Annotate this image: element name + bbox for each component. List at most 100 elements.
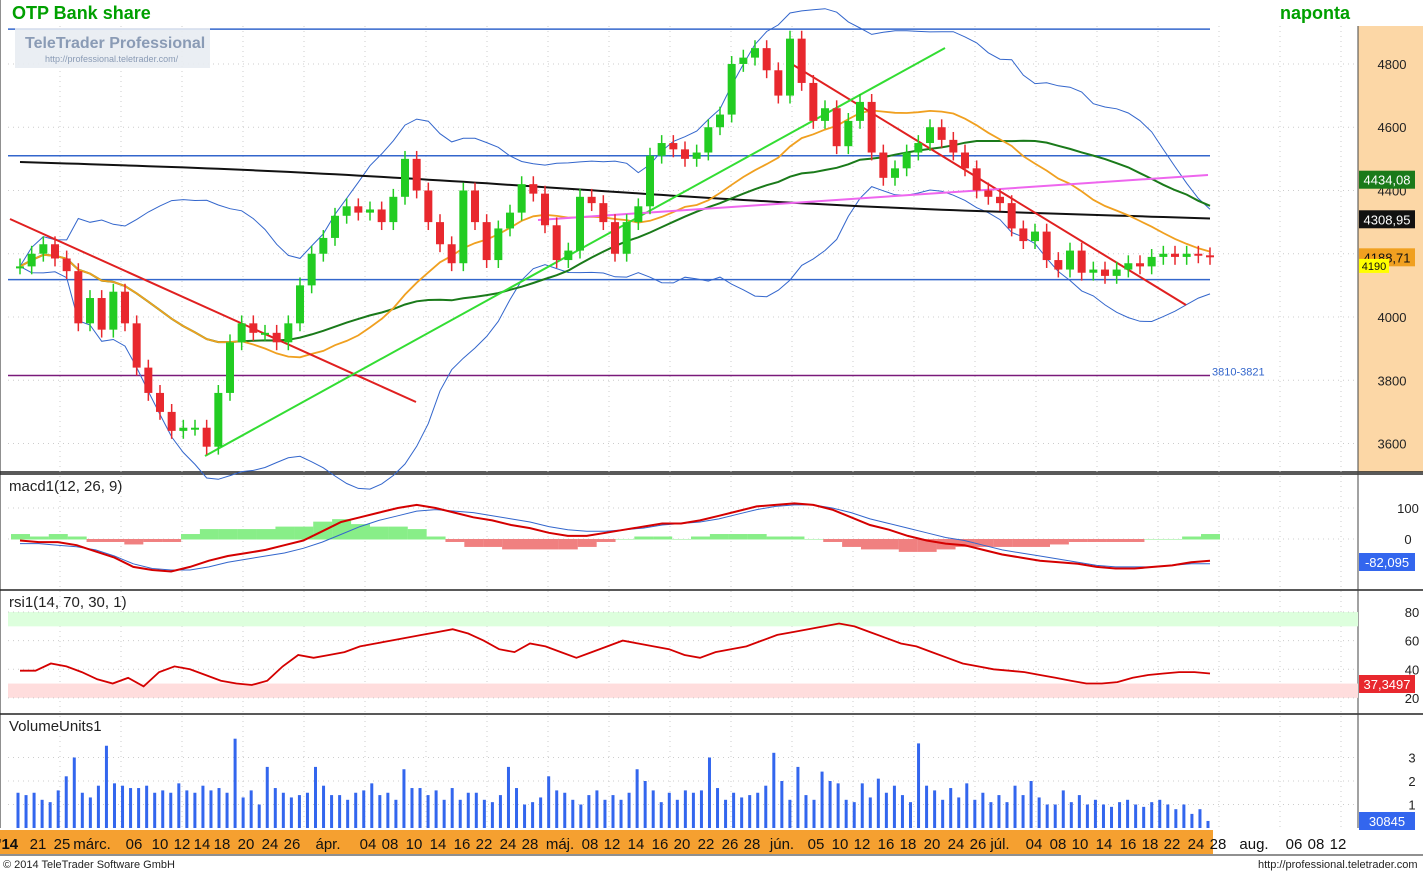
footer-url: http://professional.teletrader.com	[1258, 859, 1418, 871]
volume-bar	[772, 752, 776, 828]
date-tick-label: 28	[744, 836, 761, 853]
volume-value-bg	[1359, 812, 1415, 830]
volume-bar	[64, 776, 68, 828]
volume-bar	[724, 799, 728, 828]
candle	[599, 203, 608, 223]
macd-histogram-bar	[653, 536, 673, 540]
macd-histogram-bar	[1068, 539, 1088, 542]
macd-histogram-bar	[1125, 539, 1145, 542]
date-tick-label: 18	[214, 836, 231, 853]
date-tick-label: 12	[1330, 836, 1347, 853]
volume-bar	[265, 766, 269, 828]
volume-bar	[297, 795, 301, 828]
macd-histogram-bar	[67, 536, 87, 540]
macd-histogram-bar	[634, 536, 654, 540]
macd-histogram-bar	[1182, 536, 1202, 540]
date-tick-label: 24	[1188, 836, 1205, 853]
date-tick-label: 18	[900, 836, 917, 853]
macd-histogram-bar	[502, 539, 522, 550]
macd-histogram-bar	[388, 526, 408, 540]
rsi-zone	[8, 612, 1358, 627]
volume-bar	[1037, 797, 1041, 828]
volume-bar	[764, 785, 768, 828]
volume-bar	[1005, 802, 1009, 828]
candle	[1019, 228, 1028, 242]
volume-bar	[217, 788, 221, 828]
date-tick-label: 18	[1142, 836, 1159, 853]
volume-bar	[675, 799, 679, 828]
candle	[447, 244, 456, 264]
volume-bar	[732, 792, 736, 828]
candle	[1171, 253, 1179, 257]
date-tick-label: 26	[284, 836, 301, 853]
volume-bar	[490, 802, 494, 828]
price-tick-label: 4000	[1378, 310, 1407, 325]
macd-histogram-bar	[237, 529, 257, 540]
candle	[202, 427, 211, 447]
macd-histogram-bar	[1087, 539, 1107, 542]
volume-bar	[177, 783, 181, 828]
date-tick-label: 05	[808, 836, 825, 853]
volume-bar	[426, 795, 430, 828]
volume-bar	[410, 788, 414, 828]
candle	[412, 158, 421, 191]
volume-bar	[1045, 804, 1049, 828]
macd-histogram-bar	[369, 526, 389, 540]
date-tick-label: 10	[1072, 836, 1089, 853]
macd-histogram-bar	[974, 539, 994, 547]
macd-histogram-bar	[955, 539, 975, 547]
date-tick-label: 08	[382, 836, 399, 853]
volume-bar	[563, 792, 567, 828]
volume-bar	[80, 792, 84, 828]
candle	[62, 258, 71, 272]
volume-bar	[1150, 802, 1154, 828]
volume-bar	[354, 792, 358, 828]
volume-bar	[161, 790, 165, 828]
candle	[844, 120, 853, 147]
candle	[1124, 263, 1133, 270]
candle	[669, 143, 678, 150]
volume-bar	[579, 804, 583, 828]
candle	[762, 48, 771, 71]
candle	[611, 222, 619, 254]
volume-bar	[1013, 785, 1017, 828]
volume-bar	[716, 788, 720, 828]
volume-bar	[506, 766, 510, 828]
volume-bar	[370, 783, 374, 828]
volume-bar	[185, 790, 189, 828]
volume-bar	[1198, 809, 1202, 828]
candle	[984, 190, 993, 197]
macd-histogram-bar	[785, 536, 805, 540]
footer-copyright: © 2014 TeleTrader Software GmbH	[3, 859, 175, 871]
volume-bar	[796, 766, 800, 828]
candle	[226, 342, 234, 393]
macd-histogram-bar	[256, 529, 276, 540]
volume-bar	[1190, 813, 1194, 828]
candle	[1194, 253, 1203, 256]
volume-bar	[740, 797, 744, 828]
volume-bar	[981, 792, 985, 828]
macd-histogram-bar	[615, 539, 635, 540]
macd-histogram-bar	[879, 539, 899, 550]
volume-bar	[635, 769, 639, 828]
volume-bar	[748, 795, 752, 828]
date-bar-bg	[0, 830, 1213, 854]
chart-title: OTP Bank share	[12, 3, 151, 23]
volume-bar	[1126, 799, 1130, 828]
volume-bar	[338, 795, 342, 828]
date-tick-label: 04	[360, 836, 377, 853]
volume-bar	[201, 785, 205, 828]
candle	[74, 271, 83, 324]
candle	[879, 152, 888, 178]
rsi-tick-label: 40	[1405, 662, 1419, 677]
macd-histogram-bar	[124, 539, 144, 545]
date-tick-label: 20	[238, 836, 255, 853]
period-label: naponta	[1280, 3, 1351, 23]
macd-histogram-bar	[294, 526, 314, 540]
volume-bar	[917, 743, 921, 828]
date-tick-label: 21	[30, 836, 47, 853]
macd-histogram-bar	[181, 534, 200, 540]
volume-bar	[16, 792, 20, 828]
volume-bar	[876, 778, 880, 828]
